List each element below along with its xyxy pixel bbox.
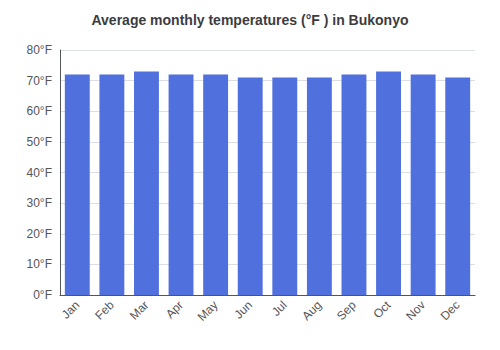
svg-text:Feb: Feb <box>92 298 117 323</box>
svg-text:Oct: Oct <box>370 298 394 322</box>
svg-text:Average monthly temperatures (: Average monthly temperatures (°F ) in Bu… <box>91 12 408 28</box>
svg-text:60°F: 60°F <box>27 104 52 118</box>
svg-text:0°F: 0°F <box>33 288 52 302</box>
svg-text:Mar: Mar <box>127 298 152 322</box>
svg-text:Sep: Sep <box>334 298 359 323</box>
svg-text:Dec: Dec <box>438 298 463 323</box>
svg-text:40°F: 40°F <box>27 166 52 180</box>
svg-text:Jul: Jul <box>269 298 290 319</box>
svg-text:70°F: 70°F <box>27 74 52 88</box>
svg-text:Jan: Jan <box>59 298 83 322</box>
svg-text:20°F: 20°F <box>27 227 52 241</box>
svg-text:Jun: Jun <box>232 298 256 322</box>
svg-text:Apr: Apr <box>163 298 186 321</box>
svg-text:10°F: 10°F <box>27 257 52 271</box>
svg-text:Aug: Aug <box>299 298 324 323</box>
svg-text:50°F: 50°F <box>27 135 52 149</box>
svg-text:May: May <box>195 298 221 324</box>
svg-text:80°F: 80°F <box>27 43 52 57</box>
svg-text:30°F: 30°F <box>27 196 52 210</box>
svg-text:Nov: Nov <box>403 298 428 323</box>
